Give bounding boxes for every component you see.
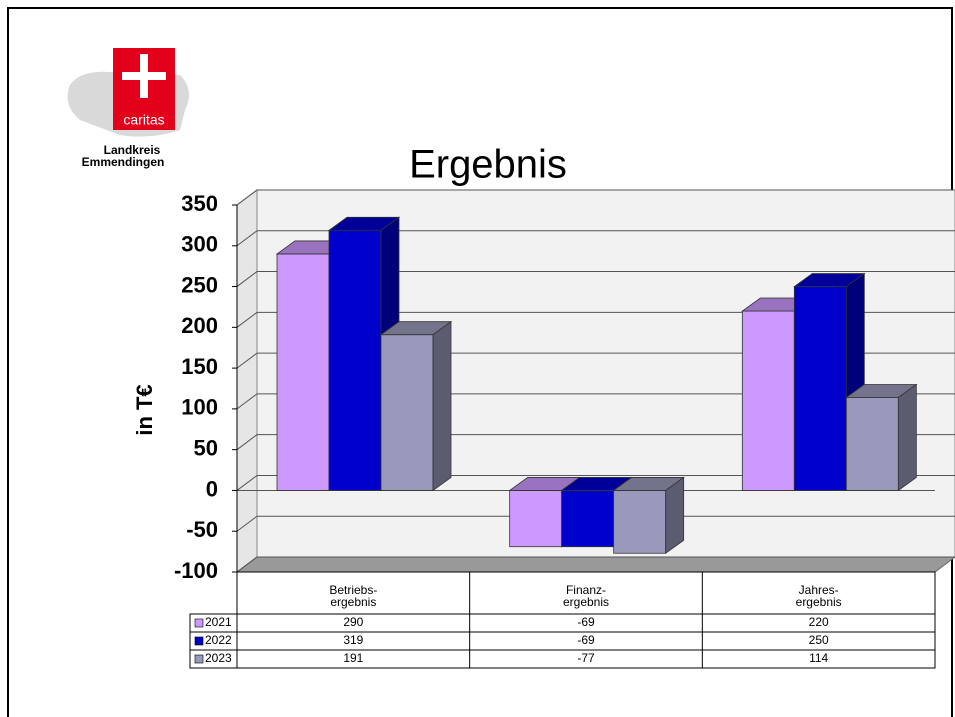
side-wall xyxy=(236,189,258,573)
grid-line xyxy=(236,230,955,247)
grid-line xyxy=(236,311,955,328)
floor xyxy=(235,556,955,573)
y-tick-label: -50 xyxy=(186,517,218,542)
bar xyxy=(380,334,434,491)
table-value: 191 xyxy=(343,651,363,665)
y-tick-label: 150 xyxy=(181,354,218,379)
table-value: -69 xyxy=(577,633,595,647)
y-tick-label: 250 xyxy=(181,272,218,297)
bar xyxy=(613,490,667,554)
table-value: -69 xyxy=(577,615,595,629)
chart-title: Ergebnis xyxy=(409,143,567,187)
bar xyxy=(741,310,795,491)
table-frame xyxy=(236,571,936,615)
table-value: 290 xyxy=(343,615,363,629)
category-label: Jahres- ergebnis xyxy=(795,583,842,609)
grid-line xyxy=(236,189,955,206)
y-tick-label: 50 xyxy=(194,435,218,460)
grid-line xyxy=(236,434,955,451)
table-value: 250 xyxy=(809,633,829,647)
logo-brand: caritas xyxy=(123,112,164,128)
bar-side xyxy=(432,320,452,492)
logo-cross xyxy=(122,54,166,98)
legend-label: 2021 xyxy=(205,615,232,629)
logo-line: Landkreis xyxy=(104,143,161,157)
y-tick-label: -100 xyxy=(174,558,218,583)
bar xyxy=(276,253,330,491)
y-tick-label: 200 xyxy=(181,313,218,338)
y-tick-label: 350 xyxy=(181,191,218,216)
table-value: 220 xyxy=(809,615,829,629)
table-value: 319 xyxy=(343,633,363,647)
grid-line xyxy=(236,515,955,532)
bar-side xyxy=(897,383,917,492)
legend-label: 2023 xyxy=(205,651,232,665)
bar xyxy=(328,229,382,491)
bar xyxy=(509,490,563,548)
bar xyxy=(793,286,847,491)
grid-line xyxy=(236,556,955,573)
table-frame xyxy=(189,613,936,669)
table-value: 114 xyxy=(809,651,828,665)
legend-swatch xyxy=(194,654,204,664)
grid-line xyxy=(236,352,955,369)
grid-line xyxy=(236,474,955,491)
grid-line xyxy=(236,393,955,410)
bar xyxy=(561,490,615,548)
y-tick-label: 100 xyxy=(181,395,218,420)
logo-line: Emmendingen xyxy=(82,155,165,169)
legend-label: 2022 xyxy=(205,633,232,647)
y-tick-label: 0 xyxy=(206,476,218,501)
category-label: Finanz- ergebnis xyxy=(562,583,609,609)
table-value: -77 xyxy=(577,651,595,665)
bar xyxy=(845,397,899,491)
legend-swatch xyxy=(194,636,204,646)
category-label: Betriebs- ergebnis xyxy=(329,583,378,609)
bar-side xyxy=(665,476,685,555)
grid-line xyxy=(236,271,955,287)
y-tick-label: 300 xyxy=(181,232,218,257)
legend-swatch xyxy=(194,618,204,628)
y-axis-label: in T€ xyxy=(132,384,157,435)
